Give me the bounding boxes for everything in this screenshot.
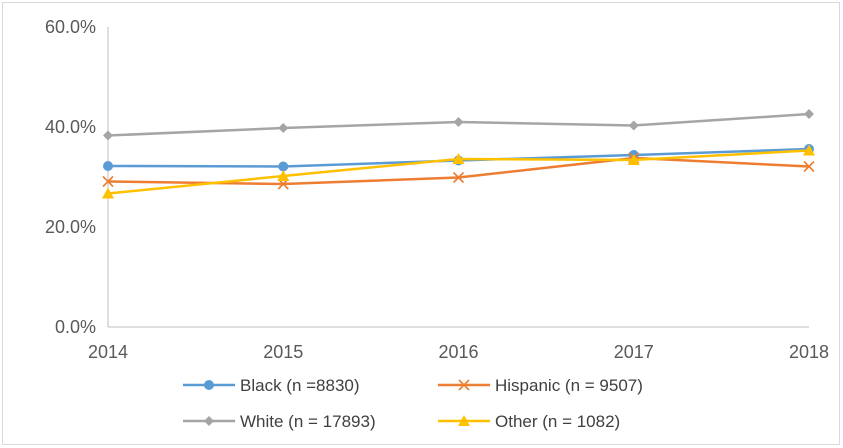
legend-item: White (n = 17893) <box>183 412 376 431</box>
legend-label: Black (n =8830) <box>240 376 360 395</box>
x-tick-label: 2014 <box>88 342 128 362</box>
legend-item: Black (n =8830) <box>183 376 360 395</box>
data-point <box>627 154 640 165</box>
legend: Black (n =8830) Hispanic (n = 9507) White … <box>183 376 643 431</box>
legend-item: Hispanic (n = 9507) <box>438 376 643 395</box>
x-tick-label: 2017 <box>614 342 654 362</box>
legend-swatch-marker <box>204 380 214 390</box>
series-layer <box>102 109 815 199</box>
y-tick-label: 20.0% <box>45 217 96 237</box>
legend-swatch-marker <box>204 416 214 426</box>
data-point <box>103 130 113 141</box>
series-3 <box>102 144 815 199</box>
data-point <box>103 161 113 171</box>
data-point <box>804 109 814 119</box>
data-point <box>452 171 465 184</box>
x-tick-label: 2015 <box>263 342 303 362</box>
series-2 <box>103 109 814 141</box>
x-tick-label: 2016 <box>438 342 478 362</box>
legend-label: White (n = 17893) <box>240 412 376 431</box>
y-axis-ticks: 0.0% 20.0% 40.0% 60.0% <box>45 17 96 337</box>
x-axis-ticks: 2014 2015 2016 2017 2018 <box>88 342 829 362</box>
data-point <box>453 117 464 127</box>
legend-swatch-marker <box>458 415 470 426</box>
data-point <box>278 123 289 133</box>
x-tick-label: 2018 <box>789 342 829 362</box>
legend-item: Other (n = 1082) <box>438 412 620 431</box>
data-point <box>102 187 114 199</box>
data-point <box>102 175 114 188</box>
legend-label: Other (n = 1082) <box>495 412 620 431</box>
data-point <box>278 161 289 172</box>
y-tick-label: 60.0% <box>45 17 96 37</box>
series-1 <box>102 152 815 190</box>
y-tick-label: 40.0% <box>45 117 96 137</box>
line-chart: 0.0% 20.0% 40.0% 60.0% 2014 2015 2016 2017 2018… <box>45 17 829 431</box>
data-point <box>452 153 465 164</box>
data-point <box>277 170 290 181</box>
legend-label: Hispanic (n = 9507) <box>495 376 643 395</box>
y-tick-label: 0.0% <box>55 317 96 337</box>
data-point <box>803 144 815 156</box>
data-point <box>628 120 639 131</box>
data-point <box>803 160 815 173</box>
legend-swatch-marker <box>458 379 470 391</box>
